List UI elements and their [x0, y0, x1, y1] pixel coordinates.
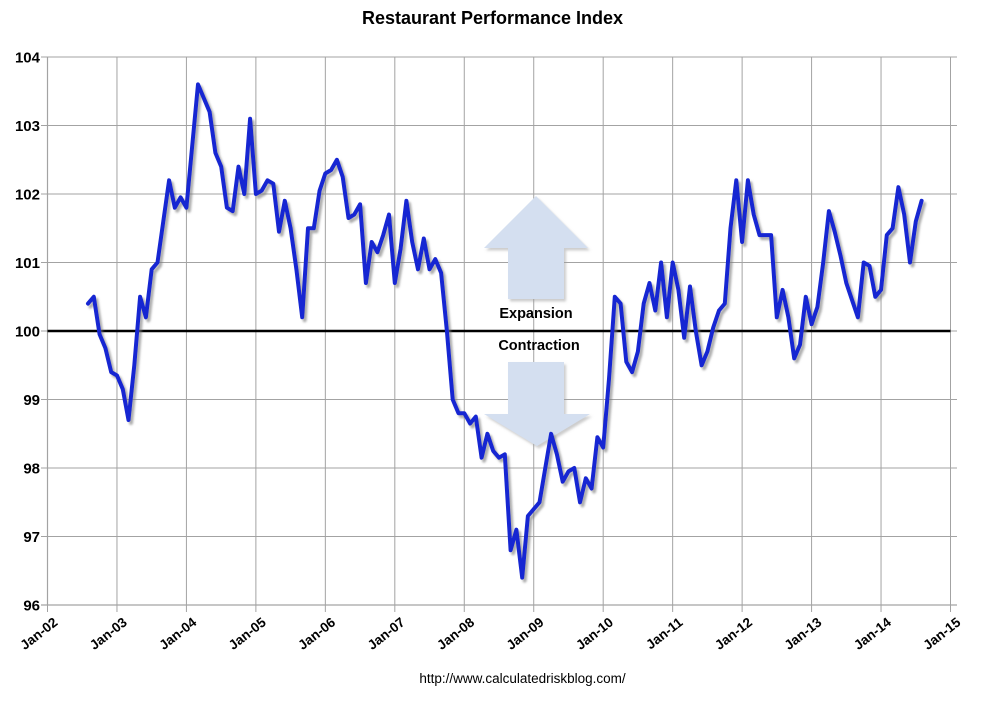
- x-axis-label: Jan-03: [87, 614, 130, 652]
- y-axis-labels: 96 97 98 99 100 101 102 103 104: [15, 50, 41, 615]
- y-axis-label: 99: [23, 392, 40, 409]
- contraction-down-arrow-icon: [484, 362, 590, 446]
- x-axis-label: Jan-14: [851, 614, 894, 652]
- y-axis-label: 97: [23, 529, 40, 546]
- x-axis-label: Jan-05: [226, 614, 269, 652]
- x-axis-label: Jan-04: [156, 614, 199, 652]
- y-axis-label: 98: [23, 461, 40, 478]
- x-axis-labels: Jan-02 Jan-03 Jan-04 Jan-05 Jan-06 Jan-07 Jan-…: [17, 614, 963, 652]
- x-axis-label: Jan-15: [920, 614, 963, 652]
- y-axis-label: 103: [15, 118, 40, 135]
- x-axis-label: Jan-13: [781, 614, 824, 652]
- rpi-line: [86, 82, 924, 580]
- x-axis-label: Jan-11: [643, 614, 686, 652]
- x-axis-label: Jan-12: [712, 615, 755, 653]
- contraction-label: Contraction: [498, 338, 580, 354]
- axis-ticks: [41, 56, 957, 612]
- source-url-text: http://www.calculatedriskblog.com/: [419, 671, 626, 686]
- y-axis-label: 104: [15, 50, 41, 67]
- x-axis-label: Jan-09: [504, 615, 547, 653]
- y-axis-label: 101: [15, 255, 40, 272]
- expansion-label: Expansion: [499, 306, 573, 322]
- x-axis-label: Jan-10: [573, 615, 616, 653]
- x-axis-label: Jan-06: [295, 614, 338, 652]
- expansion-up-arrow-icon: [484, 196, 588, 299]
- x-axis-label: Jan-07: [365, 615, 408, 653]
- annotation-arrows: [484, 196, 590, 446]
- y-axis-label: 100: [15, 324, 40, 341]
- y-axis-label: 102: [15, 187, 40, 204]
- y-axis-label: 96: [23, 598, 40, 615]
- x-axis-label: Jan-08: [434, 614, 477, 652]
- chart-title: Restaurant Performance Index: [361, 8, 624, 28]
- rpi-line-series: [86, 82, 924, 580]
- x-axis-label: Jan-02: [17, 615, 60, 653]
